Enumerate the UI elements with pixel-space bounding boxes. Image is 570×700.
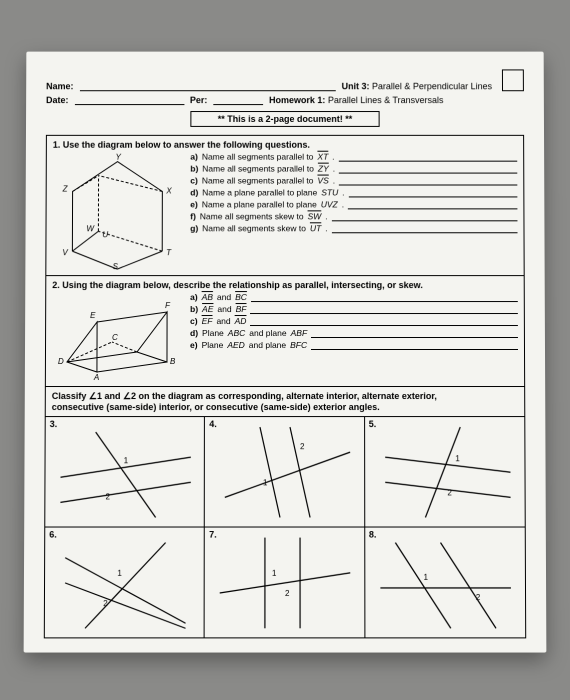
unit-text: Parallel & Perpendicular Lines [372, 81, 492, 91]
q2-title: 2. Using the diagram below, describe the… [52, 280, 518, 290]
per-blank[interactable] [213, 95, 263, 105]
svg-text:2: 2 [106, 492, 111, 501]
question-1: 1. Use the diagram below to answer the f… [46, 135, 523, 274]
homework: Homework 1: Parallel Lines & Transversal… [269, 95, 443, 105]
unit: Unit 3: Parallel & Perpendicular Lines [342, 81, 492, 91]
q1-c: c)Name all segments parallel to VS. [190, 175, 517, 185]
date-blank[interactable] [74, 95, 184, 105]
svg-text:U: U [102, 230, 108, 239]
angle-diagram: 1 2 [45, 527, 206, 638]
svg-text:C: C [112, 332, 118, 341]
svg-text:V: V [62, 248, 68, 257]
svg-text:1: 1 [272, 568, 277, 577]
prism2-diagram: F E C D A B [52, 292, 182, 382]
page-box [502, 69, 524, 91]
date-label: Date: [46, 95, 68, 105]
svg-text:X: X [165, 186, 172, 195]
q1-b: b)Name all segments parallel to ZY. [190, 163, 517, 173]
header-row-2: Date: Per: Homework 1: Parallel Lines & … [46, 95, 524, 105]
cell-6: 6. 1 2 [45, 526, 205, 637]
name-label: Name: [46, 81, 73, 91]
svg-text:T: T [166, 248, 172, 257]
svg-text:1: 1 [423, 572, 428, 581]
cell-3: 3. 1 2 [45, 416, 205, 526]
svg-text:D: D [58, 356, 64, 365]
svg-text:1: 1 [455, 454, 460, 463]
q2-c: c)EF and AD [190, 316, 518, 326]
svg-text:2: 2 [447, 488, 452, 497]
classify-line1: Classify ∠1 and ∠2 on the diagram as cor… [52, 391, 518, 402]
svg-text:2: 2 [103, 599, 108, 608]
classify-row-2: 6. 1 2 7. 1 [45, 526, 525, 637]
q2-list: a)AB and BC b)AE and BF c)EF and AD d)Pl… [190, 292, 518, 382]
notice-box: ** This is a 2-page document! ** [190, 111, 379, 127]
prism-diagram: Y Z X W U V T S [52, 151, 182, 270]
cell-5: 5. 1 2 [365, 416, 525, 526]
svg-text:2: 2 [285, 588, 290, 597]
svg-text:F: F [165, 301, 171, 310]
q1-e: e)Name a plane parallel to plane UVZ. [190, 199, 517, 209]
svg-text:W: W [86, 224, 95, 233]
q1-title: 1. Use the diagram below to answer the f… [53, 139, 517, 149]
svg-text:2: 2 [300, 442, 305, 451]
classify-row-1: 3. 1 2 4. 2 1 [45, 416, 524, 526]
q2-d: d)Plane ABC and plane ABF [190, 328, 518, 338]
q1-d: d)Name a plane parallel to plane STU. [190, 187, 517, 197]
svg-text:S: S [113, 262, 119, 271]
svg-text:Z: Z [62, 184, 69, 193]
worksheet: Name: Unit 3: Parallel & Perpendicular L… [24, 51, 547, 652]
svg-text:Y: Y [116, 152, 122, 161]
main-content: 1. Use the diagram below to answer the f… [44, 134, 526, 638]
svg-text:E: E [90, 311, 96, 320]
per-label: Per: [190, 95, 207, 105]
name-blank[interactable] [79, 81, 335, 91]
q1-a: a)Name all segments parallel to XT. [190, 151, 517, 161]
q1-f: f)Name all segments skew to SW. [190, 211, 517, 221]
q1-list: a)Name all segments parallel to XT. b)Na… [190, 151, 518, 270]
cell-8: 8. 1 2 [365, 526, 525, 637]
question-2: 2. Using the diagram below, describe the… [46, 275, 524, 386]
svg-text:2: 2 [475, 592, 480, 601]
angle-diagram: 2 1 [205, 417, 365, 527]
q1-g: g)Name all segments skew to UT. [190, 223, 517, 233]
svg-text:1: 1 [263, 478, 268, 487]
q2-b: b)AE and BF [190, 304, 518, 314]
hw-label: Homework 1: [269, 95, 325, 105]
angle-diagram: 1 2 [365, 527, 526, 638]
header-row-1: Name: Unit 3: Parallel & Perpendicular L… [46, 69, 524, 91]
hw-text: Parallel Lines & Transversals [328, 95, 444, 105]
unit-label: Unit 3: [342, 81, 370, 91]
angle-diagram: 1 2 [45, 417, 206, 527]
q2-a: a)AB and BC [190, 292, 518, 302]
classify-head: Classify ∠1 and ∠2 on the diagram as cor… [46, 386, 525, 416]
svg-text:B: B [170, 356, 176, 365]
svg-text:1: 1 [124, 456, 129, 465]
q2-e: e)Plane AED and plane BFC [190, 340, 518, 350]
svg-text:1: 1 [117, 568, 122, 577]
angle-diagram: 1 2 [365, 417, 526, 527]
cell-7: 7. 1 2 [205, 526, 365, 637]
svg-text:A: A [93, 372, 99, 381]
angle-diagram: 1 2 [205, 527, 366, 638]
classify-line2: consecutive (same-side) interior, or con… [52, 402, 519, 412]
cell-4: 4. 2 1 [205, 416, 365, 526]
